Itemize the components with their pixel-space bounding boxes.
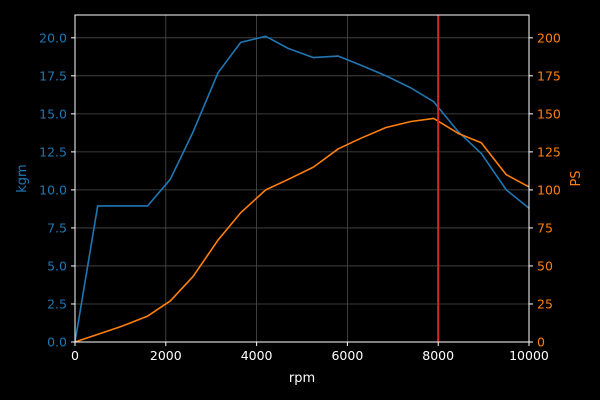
left-y-axis-title: kgm: [15, 164, 30, 192]
right-y-axis-title: PS: [569, 170, 584, 186]
left-y-tick-label: 2.5: [47, 296, 67, 311]
right-y-tick-label: 175: [537, 68, 561, 83]
right-y-tick-label: 100: [537, 182, 561, 197]
series-layer: [74, 35, 530, 343]
left-y-tick-label: 12.5: [39, 144, 67, 159]
left-y-tick-label: 5.0: [47, 258, 67, 273]
x-tick-label: 4000: [241, 348, 273, 363]
left-y-tick-label: 0.0: [47, 335, 67, 350]
x-tick-label: 10000: [509, 348, 549, 363]
x-axis-ticks: 0 2000 4000 6000 8000 10000: [71, 342, 549, 363]
x-axis-title: rpm: [289, 371, 315, 386]
left-y-tick-label: 17.5: [39, 68, 67, 83]
right-y-tick-label: 0: [537, 335, 545, 350]
left-y-tick-label: 7.5: [47, 220, 67, 235]
plot-frame: [74, 14, 530, 343]
x-tick-label: 0: [71, 348, 79, 363]
left-y-tick-label: 15.0: [39, 106, 67, 121]
right-y-tick-label: 25: [537, 296, 553, 311]
x-tick-label: 6000: [331, 348, 363, 363]
left-y-tick-label: 20.0: [39, 30, 67, 45]
right-y-tick-label: 125: [537, 144, 561, 159]
ps-series-line: [74, 117, 530, 343]
kgm-series-line: [74, 35, 530, 343]
right-y-axis-ticks: 0 25 50 75 100 125 150 175 200: [529, 30, 561, 350]
left-y-tick-label: 10.0: [39, 182, 67, 197]
left-y-axis-ticks: 0.0 2.5 5.0 7.5 10.0 12.5 15.0 17.5 20.0: [39, 30, 75, 350]
right-y-tick-label: 150: [537, 106, 561, 121]
x-tick-label: 2000: [150, 348, 182, 363]
x-tick-label: 8000: [422, 348, 454, 363]
right-y-tick-label: 75: [537, 220, 553, 235]
right-y-tick-label: 50: [537, 258, 553, 273]
right-y-tick-label: 200: [537, 30, 561, 45]
